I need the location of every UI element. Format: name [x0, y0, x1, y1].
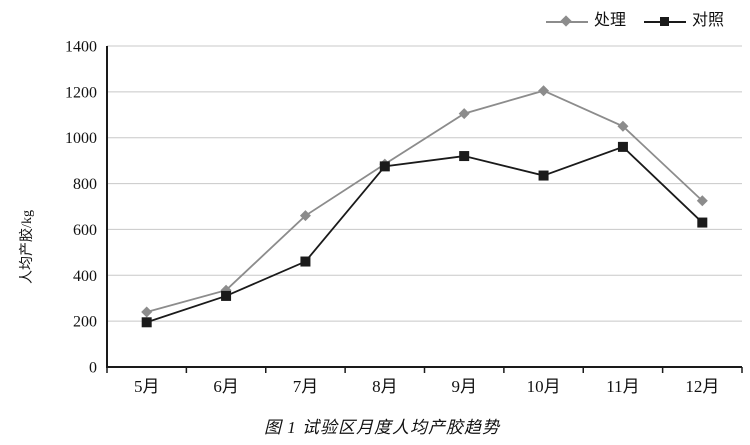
- y-tick-label: 600: [73, 222, 97, 239]
- x-tick-label: 9月: [451, 377, 477, 396]
- x-tick-label: 11月: [606, 377, 639, 396]
- y-tick-label: 0: [89, 360, 97, 377]
- y-axis-title: 人均产胶/kg: [18, 210, 35, 284]
- x-tick-label: 8月: [372, 377, 398, 396]
- x-tick-label: 7月: [293, 377, 319, 396]
- legend-label-control: 对照: [692, 12, 725, 29]
- chart-caption: 图 1 试验区月度人均产胶趋势: [264, 418, 500, 437]
- data-point-square: [697, 217, 708, 228]
- series-line-0: [146, 89, 703, 313]
- data-point-square: [221, 290, 232, 301]
- square-marker-icon: [660, 16, 670, 26]
- data-point-square: [141, 317, 152, 328]
- data-point-diamond: [458, 108, 470, 120]
- data-point-diamond: [141, 306, 153, 318]
- data-point-diamond: [538, 85, 550, 97]
- data-point-square: [538, 170, 549, 181]
- legend-key-control: [644, 16, 687, 27]
- data-point-diamond: [299, 210, 311, 222]
- x-tick-label: 10月: [527, 377, 561, 396]
- data-point-diamond: [696, 195, 708, 207]
- y-tick-label: 1400: [65, 39, 97, 56]
- y-tick-label: 1000: [65, 130, 97, 147]
- y-tick-label: 800: [73, 176, 97, 193]
- x-tick-label: 12月: [685, 377, 719, 396]
- x-tick-label: 6月: [213, 377, 239, 396]
- legend-item-treatment: 处理: [546, 13, 626, 29]
- legend-item-control: 对照: [644, 13, 724, 29]
- legend: 处理 对照: [546, 13, 724, 29]
- diamond-marker-icon: [560, 14, 572, 27]
- legend-label-treatment: 处理: [594, 12, 627, 29]
- x-tick-label: 5月: [134, 377, 160, 396]
- series-line-1: [146, 145, 703, 324]
- y-tick-label: 1200: [65, 84, 97, 101]
- legend-key-treatment: [546, 14, 588, 27]
- data-point-square: [300, 256, 311, 267]
- y-tick-label: 400: [73, 268, 97, 285]
- data-point-square: [459, 151, 470, 162]
- data-point-diamond: [617, 120, 629, 132]
- data-point-square: [617, 141, 628, 152]
- y-tick-label: 200: [73, 314, 97, 331]
- line-chart-canvas: 0 200 400 600 800 1000 1200 1400 5月 6月 7月 8月 9月 10月 11…: [18, 39, 743, 396]
- data-point-square: [379, 161, 390, 172]
